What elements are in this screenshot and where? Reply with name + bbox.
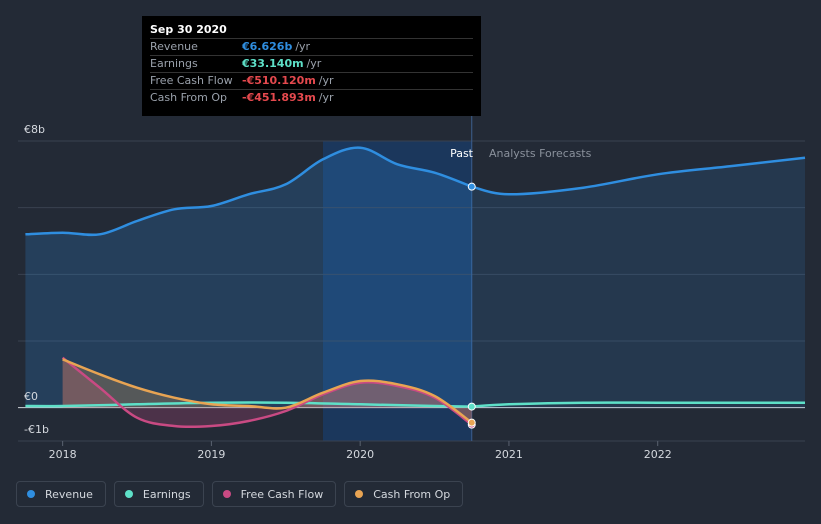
y-axis-top-label: €8b bbox=[24, 123, 45, 136]
cash-from-op-line bbox=[62, 358, 473, 424]
legend-item-free-cash-flow[interactable]: Free Cash Flow bbox=[211, 481, 337, 507]
x-tick-label: 2019 bbox=[197, 448, 225, 461]
past-label: Past bbox=[450, 147, 474, 160]
hover-markers bbox=[467, 182, 476, 429]
revenue-forecast-area bbox=[471, 157, 805, 408]
tooltip-date: Sep 30 2020 bbox=[150, 23, 227, 36]
tooltip-row: Cash From Op -€451.893m/yr bbox=[150, 89, 473, 106]
legend-label: Cash From Op bbox=[373, 487, 451, 501]
legend-label: Revenue bbox=[45, 487, 93, 501]
legend-dot-icon bbox=[222, 490, 231, 498]
y-axis-zero-label: €0 bbox=[24, 390, 38, 403]
legend-item-revenue[interactable]: Revenue bbox=[16, 481, 106, 507]
free-cash-flow-line bbox=[61, 356, 473, 429]
x-tick-label: 2022 bbox=[644, 448, 672, 461]
tooltip-row: Earnings €33.140m/yr bbox=[150, 55, 473, 72]
tooltip-row: Revenue €6.626b/yr bbox=[150, 38, 473, 55]
tooltip-row-unit: /yr bbox=[318, 74, 334, 87]
financial-chart: €8b €0 -€1b Past Analysts Forecasts 2018… bbox=[18, 116, 806, 461]
cash-from-op-area bbox=[62, 359, 472, 423]
revenue-marker bbox=[467, 182, 476, 191]
free-cash-flow-area bbox=[62, 357, 472, 427]
earnings-marker bbox=[467, 402, 476, 411]
x-tick-label: 2018 bbox=[49, 448, 77, 461]
earnings-forecast-line bbox=[471, 401, 805, 408]
past-highlight-band bbox=[322, 141, 472, 441]
y-axis-bottom-label: -€1b bbox=[24, 423, 49, 436]
x-tick-label: 2020 bbox=[346, 448, 374, 461]
legend-item-cash-from-op[interactable]: Cash From Op bbox=[344, 481, 464, 507]
series-areas bbox=[25, 147, 805, 427]
legend-dot-icon bbox=[355, 490, 364, 498]
cash-from-op-marker bbox=[467, 418, 476, 427]
tooltip-row-label: Revenue bbox=[150, 40, 198, 53]
tooltip-row-unit: /yr bbox=[318, 91, 334, 104]
tooltip-row-unit: /yr bbox=[306, 57, 322, 70]
x-axis-ticks: 2018 2019 2020 2021 2022 bbox=[49, 441, 672, 461]
tooltip-row-value: €6.626b bbox=[242, 40, 293, 53]
tooltip-row: Free Cash Flow -€510.120m/yr bbox=[150, 72, 473, 89]
hover-tooltip: Sep 30 2020 Revenue €6.626b/yr Earnings €33… bbox=[142, 16, 481, 116]
legend-label: Free Cash Flow bbox=[240, 487, 324, 501]
revenue-forecast-line bbox=[471, 156, 806, 196]
chart-legend: Revenue Earnings Free Cash Flow Cash From O… bbox=[16, 481, 464, 507]
series-lines bbox=[25, 146, 806, 429]
legend-dot-icon bbox=[27, 490, 35, 498]
gridlines bbox=[18, 116, 805, 442]
x-tick-label: 2021 bbox=[495, 448, 523, 461]
tooltip-rows: Revenue €6.626b/yr Earnings €33.140m/yr Free… bbox=[150, 38, 473, 106]
tooltip-row-value: -€510.120m bbox=[242, 74, 316, 87]
tooltip-row-value: €33.140m bbox=[242, 57, 304, 70]
earnings-line bbox=[25, 401, 472, 408]
tooltip-row-unit: /yr bbox=[295, 40, 311, 53]
tooltip-row-label: Cash From Op bbox=[150, 91, 228, 104]
forecast-label: Analysts Forecasts bbox=[489, 147, 592, 160]
axis-labels: €8b €0 -€1b Past Analysts Forecasts bbox=[24, 123, 592, 436]
legend-item-earnings[interactable]: Earnings bbox=[113, 481, 204, 507]
revenue-area bbox=[25, 147, 472, 408]
legend-dot-icon bbox=[124, 490, 133, 498]
revenue-line bbox=[25, 146, 473, 237]
tooltip-row-label: Free Cash Flow bbox=[150, 74, 233, 87]
legend-label: Earnings bbox=[142, 487, 191, 501]
tooltip-row-label: Earnings bbox=[150, 57, 198, 70]
tooltip-row-value: -€451.893m bbox=[242, 91, 316, 104]
